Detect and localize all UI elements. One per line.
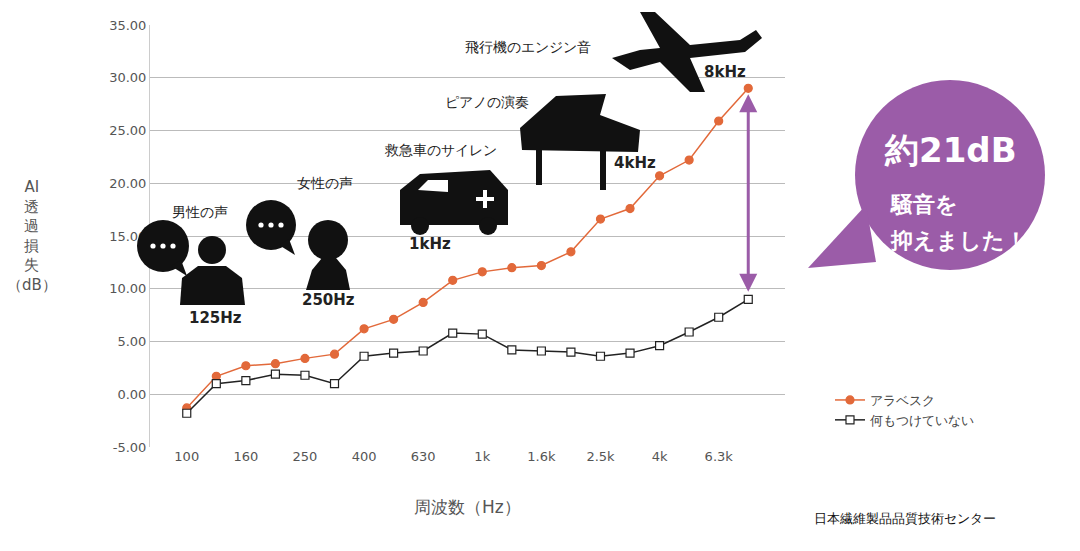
svg-text:8kHz: 8kHz — [704, 63, 746, 81]
svg-text:30.00: 30.00 — [109, 70, 146, 85]
svg-text:2.5k: 2.5k — [586, 449, 615, 464]
svg-text:1k: 1k — [474, 449, 490, 464]
svg-text:250: 250 — [293, 449, 318, 464]
svg-text:25.00: 25.00 — [109, 123, 146, 138]
svg-text:男性の声: 男性の声 — [172, 204, 228, 220]
svg-text:4k: 4k — [652, 449, 668, 464]
svg-text:100: 100 — [174, 449, 199, 464]
svg-text:騒音を: 騒音を — [890, 192, 958, 217]
svg-text:救急車のサイレン: 救急車のサイレン — [384, 142, 497, 158]
svg-text:250Hz: 250Hz — [302, 291, 355, 309]
svg-text:35.00: 35.00 — [109, 18, 146, 33]
svg-text:630: 630 — [411, 449, 436, 464]
svg-text:1kHz: 1kHz — [409, 235, 451, 253]
svg-text:ピアノの演奏: ピアノの演奏 — [445, 94, 529, 110]
svg-text:160: 160 — [233, 449, 258, 464]
svg-text:20.00: 20.00 — [109, 176, 146, 191]
svg-text:周波数（Hz）: 周波数（Hz） — [414, 497, 521, 517]
svg-text:400: 400 — [352, 449, 377, 464]
svg-text:125Hz: 125Hz — [189, 309, 242, 327]
svg-text:飛行機のエンジン音: 飛行機のエンジン音 — [465, 39, 591, 55]
svg-text:抑えました！: 抑えました！ — [890, 228, 1027, 253]
svg-text:約21dB: 約21dB — [884, 130, 1017, 170]
svg-text:日本繊維製品品質技術センター: 日本繊維製品品質技術センター — [814, 511, 996, 526]
svg-text:女性の声: 女性の声 — [297, 175, 353, 191]
svg-text:10.00: 10.00 — [109, 281, 146, 296]
svg-text:4kHz: 4kHz — [614, 154, 656, 172]
svg-text:15.00: 15.00 — [109, 229, 146, 244]
svg-text:-5.00: -5.00 — [113, 440, 147, 455]
svg-text:0.00: 0.00 — [117, 387, 146, 402]
svg-text:1.6k: 1.6k — [527, 449, 556, 464]
svg-text:5.00: 5.00 — [117, 334, 146, 349]
svg-text:何もつけていない: 何もつけていない — [870, 413, 974, 428]
svg-text:AI透過損失（dB）: AI透過損失（dB） — [7, 178, 57, 294]
svg-text:アラベスク: アラベスク — [870, 393, 935, 408]
svg-text:6.3k: 6.3k — [705, 449, 734, 464]
